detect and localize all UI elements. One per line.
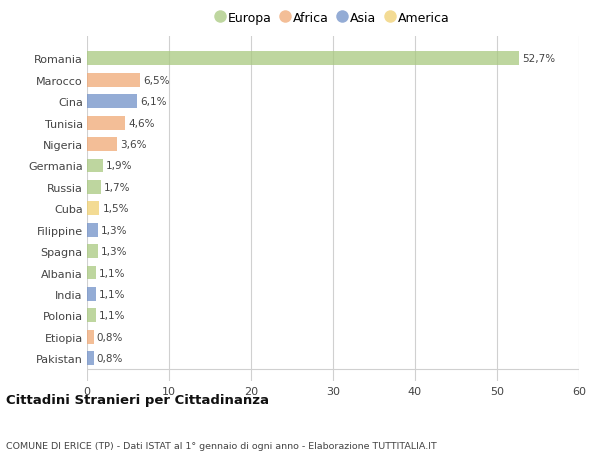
- Bar: [87, 180, 101, 195]
- Bar: [87, 352, 94, 365]
- Text: 1,1%: 1,1%: [100, 268, 126, 278]
- Bar: [87, 202, 100, 216]
- Text: 52,7%: 52,7%: [523, 54, 556, 64]
- Text: 6,1%: 6,1%: [140, 97, 167, 107]
- Bar: [87, 266, 96, 280]
- Bar: [87, 309, 96, 323]
- Bar: [87, 330, 94, 344]
- Bar: [87, 52, 519, 66]
- Text: 4,6%: 4,6%: [128, 118, 155, 129]
- Bar: [87, 74, 140, 88]
- Text: COMUNE DI ERICE (TP) - Dati ISTAT al 1° gennaio di ogni anno - Elaborazione TUTT: COMUNE DI ERICE (TP) - Dati ISTAT al 1° …: [6, 441, 437, 450]
- Bar: [87, 287, 96, 301]
- Text: 6,5%: 6,5%: [143, 76, 170, 86]
- Text: 1,1%: 1,1%: [100, 311, 126, 321]
- Bar: [87, 245, 98, 258]
- Text: Cittadini Stranieri per Cittadinanza: Cittadini Stranieri per Cittadinanza: [6, 393, 269, 406]
- Text: 1,7%: 1,7%: [104, 183, 131, 192]
- Text: 1,9%: 1,9%: [106, 161, 133, 171]
- Text: 0,8%: 0,8%: [97, 353, 123, 364]
- Text: 1,1%: 1,1%: [100, 289, 126, 299]
- Bar: [87, 117, 125, 130]
- Text: 0,8%: 0,8%: [97, 332, 123, 342]
- Legend: Europa, Africa, Asia, America: Europa, Africa, Asia, America: [214, 9, 452, 27]
- Bar: [87, 138, 116, 152]
- Text: 1,3%: 1,3%: [101, 246, 127, 257]
- Bar: [87, 95, 137, 109]
- Text: 3,6%: 3,6%: [120, 140, 146, 150]
- Text: 1,3%: 1,3%: [101, 225, 127, 235]
- Bar: [87, 223, 98, 237]
- Text: 1,5%: 1,5%: [103, 204, 129, 214]
- Bar: [87, 159, 103, 173]
